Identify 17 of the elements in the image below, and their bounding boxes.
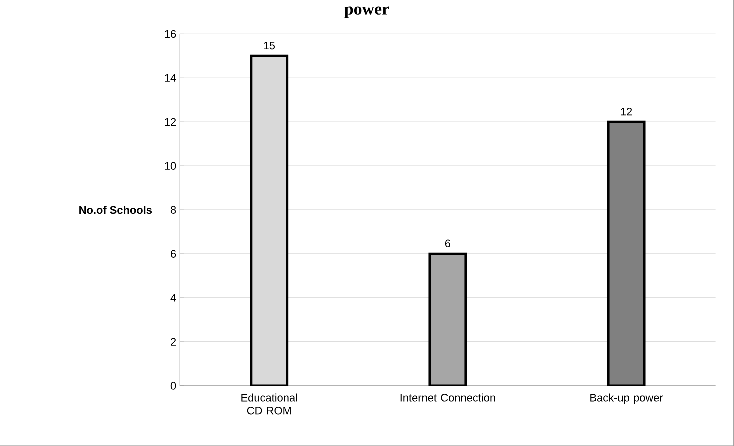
chart-title: power	[344, 6, 390, 18]
y-tick-label: 14	[165, 74, 176, 82]
y-tick-label: 12	[165, 118, 176, 126]
x-tick-label: Back-up power	[590, 394, 664, 404]
y-tick-label: 6	[171, 250, 176, 258]
y-tick-label: 8	[170, 206, 176, 214]
x-tick-label: Internet Connection	[400, 394, 496, 402]
y-tick-label: 16	[165, 30, 176, 38]
y-tick-label: 10	[165, 162, 176, 170]
y-axis-title: No.of Schools	[80, 206, 152, 214]
data-label: 6	[445, 240, 451, 248]
x-tick-label: Educational CD ROM	[242, 394, 298, 415]
data-label: 15	[264, 42, 276, 50]
y-tick-label: 0	[170, 382, 176, 390]
data-label: 12	[621, 108, 632, 116]
y-tick-label: 2	[171, 338, 176, 346]
y-tick-label: 4	[170, 294, 176, 302]
